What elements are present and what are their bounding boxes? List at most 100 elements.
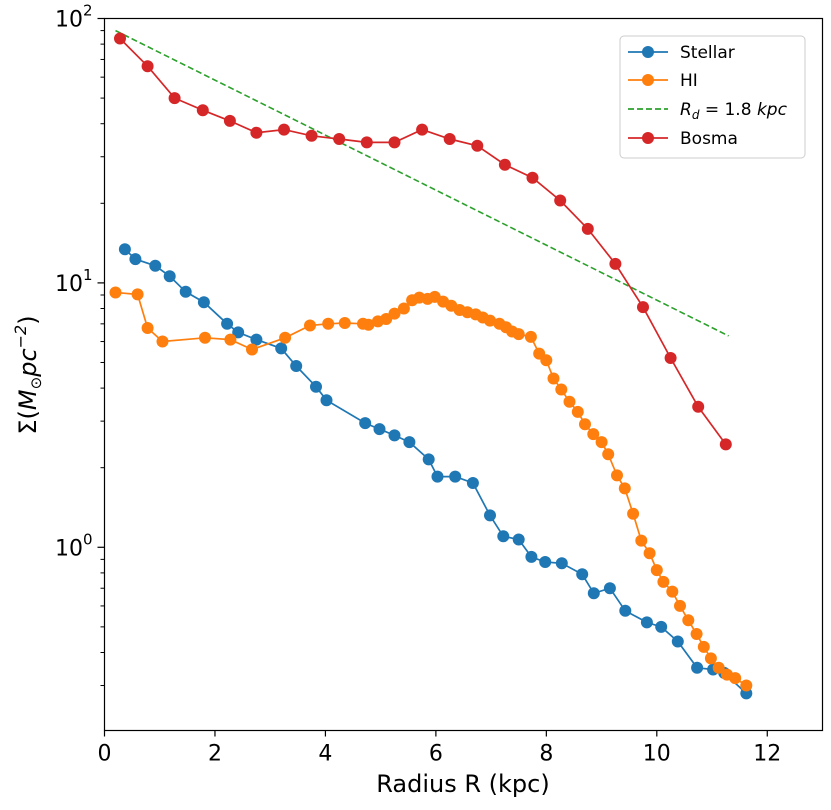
data-point-stellar xyxy=(250,333,263,346)
legend-rd-rest: = 1.8 xyxy=(699,100,757,120)
data-point-bosma xyxy=(498,158,511,171)
data-point-hi xyxy=(729,672,742,685)
data-point-hi xyxy=(712,661,725,674)
data-point-bosma xyxy=(388,136,401,149)
data-point-hi xyxy=(397,302,410,315)
data-point-bosma xyxy=(719,438,732,451)
series-line-hi xyxy=(115,291,747,687)
data-point-stellar xyxy=(484,509,496,522)
y-label-pc: pc xyxy=(14,348,42,377)
data-point-hi xyxy=(322,317,335,330)
y-label-sun: ⊙ xyxy=(27,377,45,390)
legend-label-hi: HI xyxy=(680,71,698,91)
data-point-stellar xyxy=(197,296,210,309)
data-point-stellar xyxy=(359,417,372,430)
data-point-stellar xyxy=(497,530,510,543)
data-point-bosma xyxy=(637,301,649,314)
data-point-stellar xyxy=(275,342,288,355)
data-point-hi xyxy=(224,333,237,346)
data-point-hi xyxy=(246,343,258,356)
data-point-hi xyxy=(627,507,640,520)
data-point-stellar xyxy=(320,394,333,407)
x-tick-label: 0 xyxy=(98,742,112,767)
data-point-hi xyxy=(524,330,537,343)
data-point-stellar xyxy=(655,620,668,633)
data-point-hi xyxy=(563,395,576,408)
data-point-hi xyxy=(304,319,316,332)
data-point-stellar xyxy=(232,326,245,339)
y-tick-exp: 1 xyxy=(83,266,93,284)
data-point-hi xyxy=(156,335,169,348)
data-point-hi xyxy=(540,354,553,367)
x-axis-label: Radius R (kpc) xyxy=(376,770,549,798)
data-point-hi xyxy=(484,314,496,327)
data-point-bosma xyxy=(692,400,705,413)
data-point-bosma xyxy=(333,133,346,145)
data-point-stellar xyxy=(525,550,538,563)
data-point-stellar xyxy=(512,533,525,546)
y-label-suffix: ) xyxy=(14,315,42,324)
legend-rd-unit: kpc xyxy=(757,100,788,120)
data-point-hi xyxy=(682,614,695,627)
data-point-hi xyxy=(555,383,568,396)
data-point-stellar xyxy=(431,470,444,483)
x-tick-label: 2 xyxy=(208,742,222,767)
data-point-hi xyxy=(199,331,211,344)
y-tick-base: 10 xyxy=(55,536,83,561)
data-point-hi xyxy=(611,469,623,482)
legend-rd-sub: d xyxy=(692,108,700,122)
data-point-hi xyxy=(618,482,631,495)
data-point-stellar xyxy=(403,436,416,449)
data-point-bosma xyxy=(609,257,622,270)
data-point-hi xyxy=(674,599,686,612)
data-point-hi xyxy=(602,448,615,461)
legend-box xyxy=(619,35,806,159)
data-point-stellar xyxy=(539,556,552,568)
data-point-stellar xyxy=(576,568,589,581)
data-point-stellar xyxy=(587,587,600,600)
data-point-hi xyxy=(740,679,753,692)
plot-area xyxy=(109,29,753,700)
legend-rd-r: R xyxy=(680,100,692,120)
data-point-bosma xyxy=(305,129,318,142)
data-point-hi xyxy=(279,331,292,344)
data-point-hi xyxy=(362,318,375,331)
data-point-hi xyxy=(587,428,600,441)
y-label-exp: −2 xyxy=(11,325,30,349)
data-point-hi xyxy=(697,640,710,653)
data-point-stellar xyxy=(388,429,401,442)
data-point-hi xyxy=(704,652,717,665)
data-point-hi xyxy=(643,547,656,560)
legend-label-stellar: Stellar xyxy=(680,43,735,63)
data-point-hi xyxy=(388,307,401,320)
y-tick-label: 102 xyxy=(55,2,93,33)
legend-label-rd: Rd = 1.8 kpc xyxy=(680,100,788,122)
data-point-stellar xyxy=(619,604,632,617)
data-point-bosma xyxy=(278,123,290,136)
x-tick-label: 10 xyxy=(643,742,671,767)
legend-marker-bosma xyxy=(642,132,654,144)
data-point-hi xyxy=(512,328,525,341)
legend-label-bosma: Bosma xyxy=(680,129,738,149)
y-tick-base: 10 xyxy=(55,8,83,33)
data-point-hi xyxy=(635,534,648,547)
data-point-stellar xyxy=(422,453,435,466)
y-tick-label: 100 xyxy=(55,530,93,561)
y-label-prefix: Σ( xyxy=(14,410,42,435)
series-line-rd xyxy=(115,29,729,337)
data-point-bosma xyxy=(554,194,567,207)
data-point-stellar xyxy=(221,317,234,330)
data-point-hi xyxy=(571,405,584,418)
y-label-m: M xyxy=(14,389,42,410)
data-point-bosma xyxy=(664,352,677,364)
data-point-stellar xyxy=(118,243,131,256)
data-point-hi xyxy=(131,288,144,301)
data-point-bosma xyxy=(416,123,429,136)
data-point-bosma xyxy=(250,126,263,139)
data-point-hi xyxy=(650,564,663,577)
data-point-bosma xyxy=(196,104,209,117)
y-tick-exp: 2 xyxy=(83,2,93,20)
data-point-stellar xyxy=(449,470,462,483)
